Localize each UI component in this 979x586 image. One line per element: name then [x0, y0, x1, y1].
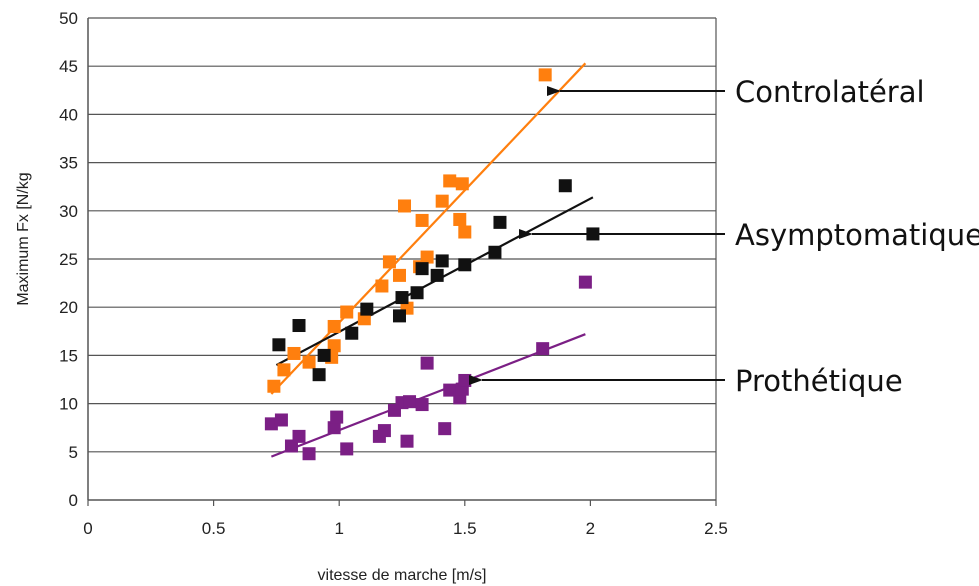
- annotation-controlateral: Controlatéral: [735, 75, 925, 109]
- y-tick-label: 30: [59, 202, 78, 221]
- y-tick-label: 10: [59, 395, 78, 414]
- x-tick-label: 0.5: [202, 519, 226, 538]
- axes: [87, 18, 717, 506]
- y-tick-label: 15: [59, 346, 78, 365]
- data-point-controlateral: [340, 305, 354, 319]
- trend-line-prothetique: [270, 333, 586, 458]
- data-point-controlateral: [267, 379, 281, 393]
- data-point-asymptomatique: [292, 319, 306, 333]
- y-tick-label: 45: [59, 57, 78, 76]
- x-tick-label: 2.5: [704, 519, 728, 538]
- data-point-prothetique: [400, 434, 414, 448]
- data-point-controlateral: [415, 213, 429, 227]
- data-point-controlateral: [287, 346, 301, 360]
- data-point-controlateral: [455, 177, 469, 191]
- data-point-asymptomatique: [395, 291, 409, 305]
- data-point-controlateral: [453, 212, 467, 226]
- data-point-asymptomatique: [488, 245, 502, 259]
- data-point-asymptomatique: [272, 338, 286, 352]
- y-tick-label: 0: [69, 491, 78, 510]
- x-tick-label: 1.5: [453, 519, 477, 538]
- data-point-prothetique: [420, 356, 434, 370]
- data-point-controlateral: [435, 194, 449, 208]
- y-tick-label: 5: [69, 443, 78, 462]
- data-point-prothetique: [302, 447, 316, 461]
- data-point-prothetique: [264, 417, 278, 431]
- data-point-controlateral: [443, 174, 457, 188]
- data-point-asymptomatique: [458, 258, 472, 272]
- data-point-controlateral: [327, 339, 341, 353]
- data-point-controlateral: [398, 199, 412, 213]
- data-point-prothetique: [536, 342, 550, 356]
- x-axis-label: vitesse de marche [m/s]: [318, 567, 487, 584]
- y-tick-label: 40: [59, 105, 78, 124]
- data-point-asymptomatique: [558, 179, 572, 193]
- data-point-prothetique: [438, 422, 452, 436]
- y-axis-label: Maximum Fx [N/kg: [15, 172, 32, 305]
- annotation-prothetique: Prothétique: [735, 364, 903, 398]
- annotations: Controlatéral Asymptomatique Prothétique: [469, 75, 979, 398]
- y-tick-label: 20: [59, 298, 78, 317]
- data-point-asymptomatique: [312, 368, 326, 382]
- data-point-controlateral: [327, 319, 341, 333]
- data-point-controlateral: [538, 68, 552, 82]
- y-tick-label: 35: [59, 154, 78, 173]
- data-point-controlateral: [375, 279, 389, 293]
- annotation-asymptomatique: Asymptomatique: [735, 218, 979, 252]
- data-point-asymptomatique: [345, 326, 359, 340]
- data-point-prothetique: [578, 275, 592, 289]
- data-point-asymptomatique: [493, 215, 507, 229]
- y-tick-label: 25: [59, 250, 78, 269]
- data-point-asymptomatique: [430, 268, 444, 282]
- data-point-prothetique: [377, 424, 391, 438]
- data-point-prothetique: [415, 398, 429, 412]
- data-point-asymptomatique: [317, 348, 331, 362]
- data-point-prothetique: [274, 413, 288, 427]
- data-point-asymptomatique: [415, 262, 429, 276]
- x-tick-label: 2: [586, 519, 595, 538]
- y-tick-label: 50: [59, 9, 78, 28]
- data-point-asymptomatique: [392, 309, 406, 323]
- data-point-asymptomatique: [360, 302, 374, 316]
- data-point-controlateral: [277, 363, 291, 377]
- data-point-prothetique: [327, 421, 341, 435]
- data-point-asymptomatique: [435, 254, 449, 268]
- data-points: [264, 68, 600, 461]
- data-point-controlateral: [420, 250, 434, 264]
- data-point-prothetique: [340, 442, 354, 456]
- data-point-controlateral: [302, 355, 316, 369]
- data-point-controlateral: [392, 268, 406, 282]
- data-point-asymptomatique: [410, 286, 424, 300]
- data-point-controlateral: [382, 255, 396, 269]
- data-point-controlateral: [458, 225, 472, 239]
- data-point-prothetique: [458, 373, 472, 387]
- tick-labels: 0 5 10 15 20 25 30 35 40 45 50 0 0.5 1 1.5 2 2.5: [59, 9, 728, 538]
- data-point-prothetique: [330, 410, 344, 424]
- data-point-prothetique: [292, 429, 306, 443]
- data-point-prothetique: [403, 395, 417, 409]
- x-tick-label: 1: [334, 519, 343, 538]
- x-tick-label: 0: [83, 519, 92, 538]
- data-point-prothetique: [443, 383, 457, 397]
